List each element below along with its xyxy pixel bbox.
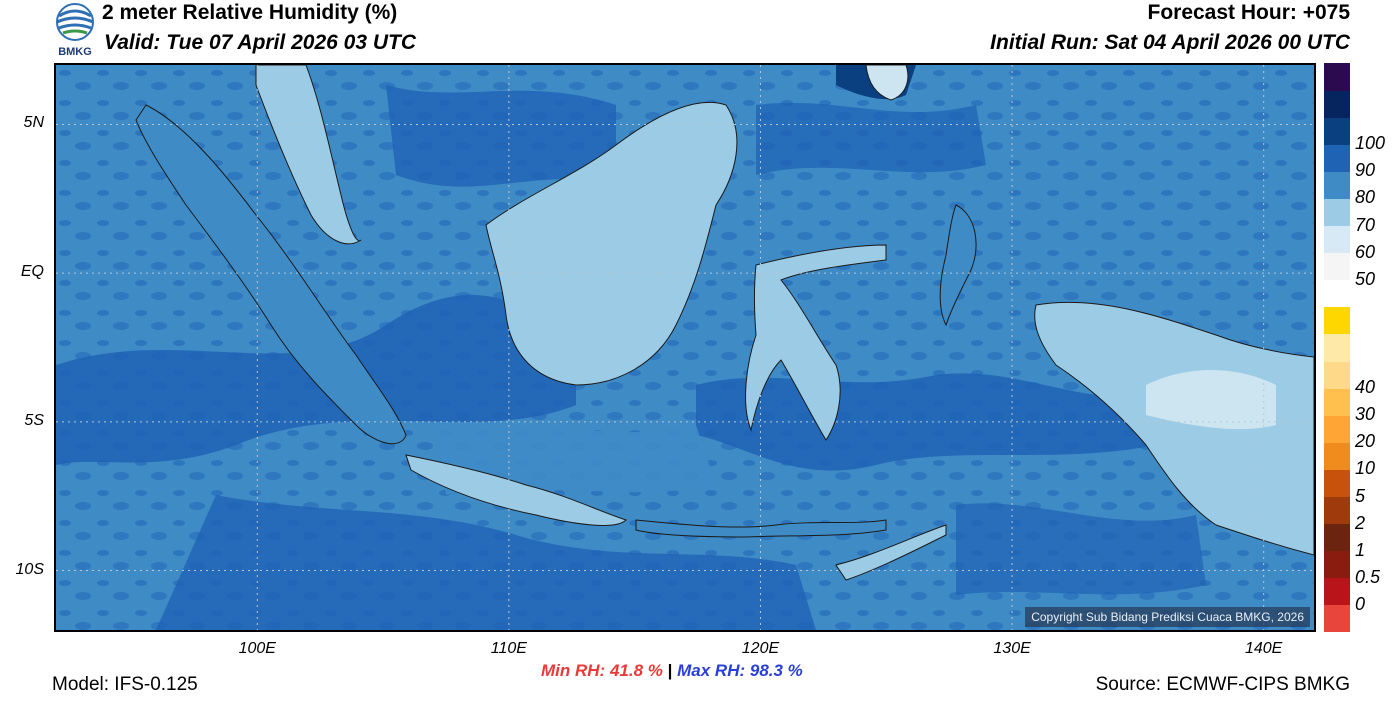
- colorbar-swatch: [1324, 306, 1350, 335]
- halmahera: [939, 204, 977, 327]
- data-source: Source: ECMWF-CIPS BMKG: [1095, 674, 1350, 695]
- max-rh-label: Max RH:: [677, 661, 746, 680]
- colorbar-swatch: [1324, 63, 1350, 91]
- colorbar-swatch: [1324, 117, 1350, 145]
- colorbar-swatch: [1324, 442, 1350, 470]
- colorbar-swatch: [1324, 225, 1350, 254]
- lat-tick-label: EQ: [20, 263, 44, 281]
- rh-stats: Min RH: 41.8 % | Max RH: 98.3 %: [541, 661, 803, 681]
- colorbar-swatch: [1324, 496, 1350, 525]
- colorbar-swatch: [1324, 604, 1350, 633]
- lon-tick-label: 130E: [993, 640, 1031, 657]
- model-name: Model: IFS-0.125: [52, 674, 198, 695]
- copyright-notice: Copyright Sub Bidang Prediksi Cuaca BMKG…: [1025, 607, 1310, 627]
- colorbar-swatch: [1324, 523, 1350, 552]
- colorbar-tick-label: 90: [1355, 160, 1376, 181]
- mindanao: [865, 65, 909, 101]
- colorbar-swatch: [1324, 577, 1350, 606]
- max-rh-value: 98.3 %: [749, 661, 803, 680]
- chart-title: 2 meter Relative Humidity (%): [102, 1, 398, 24]
- colorbar: [1324, 63, 1350, 633]
- colorbar-swatch: [1324, 279, 1350, 308]
- bmkg-logo: BMKG: [52, 2, 98, 60]
- malay-peninsula: [255, 65, 362, 245]
- colorbar-tick-label: 80: [1355, 187, 1376, 208]
- timor: [835, 524, 947, 581]
- colorbar-tick-label: 30: [1355, 404, 1376, 425]
- landmasses: [135, 65, 1314, 581]
- colorbar-tick-label: 10: [1355, 458, 1376, 479]
- borneo: [485, 101, 738, 386]
- valid-time: Valid: Tue 07 April 2026 03 UTC: [104, 31, 417, 54]
- sumatra: [135, 104, 407, 445]
- colorbar-swatch: [1324, 333, 1350, 362]
- lon-tick-label: 110E: [490, 640, 527, 657]
- stat-separator: |: [667, 661, 673, 680]
- lon-tick-label: 120E: [741, 640, 780, 657]
- sulawesi: [745, 244, 887, 441]
- colorbar-tick-label: 0: [1355, 593, 1366, 614]
- papua: [1034, 301, 1314, 556]
- min-rh-label: Min RH:: [541, 661, 606, 680]
- lon-tick-label: 140E: [1244, 640, 1283, 657]
- logo-text: BMKG: [58, 46, 92, 58]
- lesser-sunda: [635, 519, 887, 538]
- colorbar-tick-label: 2: [1355, 512, 1366, 533]
- colorbar-tick-label: 1: [1355, 539, 1366, 560]
- graticule: [56, 65, 1314, 630]
- forecast-hour: Forecast Hour: +075: [1147, 1, 1351, 24]
- colorbar-swatch: [1324, 144, 1350, 172]
- lon-tick-label: 100E: [238, 640, 276, 657]
- colorbar-swatch: [1324, 198, 1350, 227]
- colorbar-swatch: [1324, 388, 1350, 416]
- colorbar-swatch: [1324, 550, 1350, 579]
- lat-tick-label: 10S: [15, 560, 44, 578]
- colorbar-tick-label: 5: [1355, 485, 1366, 506]
- humidity-map: Copyright Sub Bidang Prediksi Cuaca BMKG…: [54, 63, 1316, 632]
- colorbar-swatch: [1324, 415, 1350, 443]
- colorbar-tick-label: 0.5: [1355, 566, 1381, 587]
- java: [405, 454, 627, 526]
- lat-tick-label: 5N: [23, 114, 44, 132]
- colorbar-swatch: [1324, 361, 1350, 389]
- colorbar-tick-label: 40: [1355, 377, 1376, 398]
- colorbar-swatch: [1324, 252, 1350, 281]
- lat-tick-label: 5S: [24, 411, 44, 429]
- colorbar-tick-label: 100: [1355, 133, 1386, 154]
- colorbar-tick-label: 60: [1355, 241, 1376, 262]
- colorbar-swatch: [1324, 90, 1350, 118]
- colorbar-tick-label: 50: [1355, 268, 1376, 289]
- colorbar-tick-label: 20: [1355, 431, 1376, 452]
- colorbar-swatch: [1324, 469, 1350, 498]
- initial-run: Initial Run: Sat 04 April 2026 00 UTC: [990, 31, 1350, 54]
- min-rh-value: 41.8 %: [609, 661, 663, 680]
- colorbar-tick-label: 70: [1355, 214, 1376, 235]
- colorbar-swatch: [1324, 171, 1350, 199]
